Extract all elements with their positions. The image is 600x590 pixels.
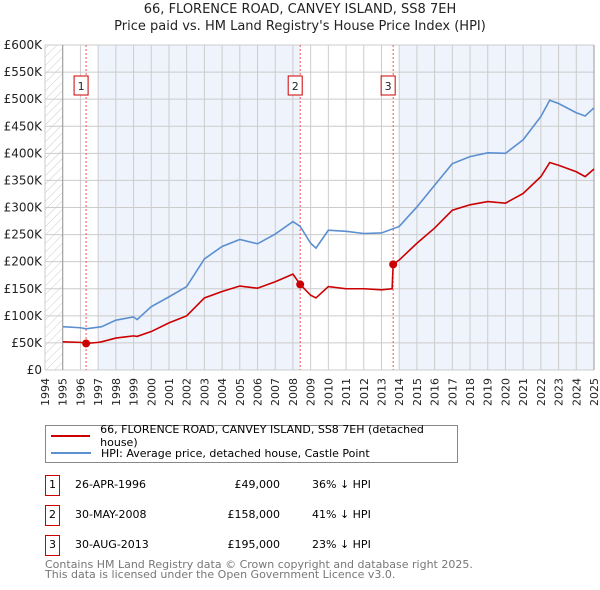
- sale-point: [296, 280, 305, 289]
- x-tick-label: 2004: [216, 378, 229, 406]
- x-tick-label: 1998: [110, 378, 123, 406]
- x-tick-label: 2016: [429, 378, 442, 406]
- sale-date: 30-AUG-2013: [75, 538, 149, 551]
- sale-price: £195,000: [227, 538, 281, 551]
- legend-swatch-blue: [51, 452, 91, 454]
- sale-marker-box: [380, 75, 396, 96]
- footer: Contains HM Land Registry data © Crown c…: [45, 558, 473, 581]
- x-tick-label: 2012: [358, 378, 371, 406]
- x-tick-label: 2006: [252, 378, 265, 406]
- y-tick-label: £250K: [4, 228, 44, 242]
- sale-date: 30-MAY-2008: [75, 508, 147, 521]
- sale-marker-number: 1: [78, 80, 85, 93]
- x-tick-label: 1996: [74, 378, 87, 406]
- sale-date: 26-APR-1996: [75, 478, 147, 491]
- x-tick-label: 2003: [198, 378, 211, 406]
- y-tick-label: £50K: [11, 336, 43, 350]
- x-tick-label: 2013: [375, 378, 388, 406]
- y-tick-label: £350K: [4, 173, 44, 187]
- x-tick-label: 1999: [128, 378, 141, 406]
- x-tick-label: 2022: [535, 378, 548, 406]
- y-tick-label: £550K: [4, 65, 44, 79]
- x-tick-label: 2024: [570, 378, 583, 406]
- x-tick-label: 2005: [234, 378, 247, 406]
- sale-number: 1: [45, 475, 60, 496]
- sale-marker-box: [287, 75, 303, 96]
- x-tick-label: 2023: [553, 378, 566, 406]
- legend-label: 66, FLORENCE ROAD, CANVEY ISLAND, SS8 7E…: [100, 423, 424, 449]
- y-tick-label: £500K: [4, 92, 44, 106]
- sale-hpi: 23% ↓ HPI: [312, 538, 371, 551]
- x-tick-label: 2010: [322, 378, 335, 406]
- x-tick-label: 2000: [145, 378, 158, 406]
- x-tick-label: 2011: [340, 378, 353, 406]
- y-tick-label: £450K: [4, 119, 44, 133]
- x-tick-label: 1994: [39, 378, 52, 406]
- legend-item-property: 66, FLORENCE ROAD, CANVEY ISLAND, SS8 7E…: [46, 423, 457, 449]
- sale-row: 3 30-AUG-2013 £195,000 23% ↓ HPI: [45, 535, 465, 556]
- x-tick-label: 2021: [517, 378, 530, 406]
- footer-line: Contains HM Land Registry data © Crown c…: [45, 558, 473, 571]
- sale-price: £158,000: [227, 508, 281, 521]
- sale-marker-box: [73, 75, 89, 96]
- x-tick-label: 2020: [499, 378, 512, 406]
- x-tick-label: 2025: [588, 378, 600, 406]
- x-tick-label: 2014: [393, 378, 406, 406]
- sale-marker-number: 3: [385, 80, 392, 93]
- sale-price: £49,000: [234, 478, 281, 491]
- y-tick-label: £600K: [4, 38, 44, 52]
- sale-point: [389, 260, 398, 269]
- plot-area: 1994 1995 1996 1997 1998 1999 2000 2001 2002 2003…: [4, 38, 600, 406]
- y-tick-label: £0: [27, 363, 42, 377]
- y-tick-label: £200K: [4, 255, 44, 269]
- x-tick-label: 2019: [482, 378, 495, 406]
- legend: 66, FLORENCE ROAD, CANVEY ISLAND, SS8 7E…: [45, 423, 458, 463]
- sale-row: 2 30-MAY-2008 £158,000 41% ↓ HPI: [45, 505, 465, 526]
- x-tick-label: 1995: [57, 378, 70, 406]
- hpi-line: [62, 99, 595, 330]
- x-tick-label: 2002: [181, 378, 194, 406]
- y-tick-label: £150K: [4, 282, 44, 296]
- x-tick-label: 2009: [305, 378, 318, 406]
- chart-subtitle: Price paid vs. HM Land Registry's House …: [114, 19, 486, 34]
- sale-hpi: 36% ↓ HPI: [312, 478, 371, 491]
- y-tick-label: £100K: [4, 309, 44, 323]
- x-tick-label: 2017: [446, 378, 459, 406]
- sale-number: 2: [45, 505, 60, 526]
- x-tick-label: 2018: [464, 378, 477, 406]
- y-tick-label: £400K: [4, 146, 44, 160]
- x-tick-label: 2015: [411, 378, 424, 406]
- sale-row: 1 26-APR-1996 £49,000 36% ↓ HPI: [45, 475, 465, 496]
- legend-item-hpi: HPI: Average price, detached house, Cast…: [46, 445, 370, 461]
- sale-marker-number: 2: [292, 80, 299, 93]
- sale-hpi: 41% ↓ HPI: [312, 508, 371, 521]
- x-tick-label: 1997: [92, 378, 105, 406]
- sale-point: [82, 339, 91, 348]
- legend-swatch-red: [51, 435, 91, 437]
- footer-line: This data is licensed under the Open Gov…: [45, 568, 396, 581]
- property-price-line: [62, 161, 595, 345]
- sale-number: 3: [45, 535, 60, 556]
- x-tick-label: 2001: [163, 378, 176, 406]
- x-tick-label: 2008: [287, 378, 300, 406]
- x-tick-label: 2007: [269, 378, 282, 406]
- chart-title: 66, FLORENCE ROAD, CANVEY ISLAND, SS8 7E…: [143, 2, 457, 17]
- legend-label: HPI: Average price, detached house, Cast…: [101, 446, 370, 460]
- y-tick-label: £300K: [4, 201, 44, 215]
